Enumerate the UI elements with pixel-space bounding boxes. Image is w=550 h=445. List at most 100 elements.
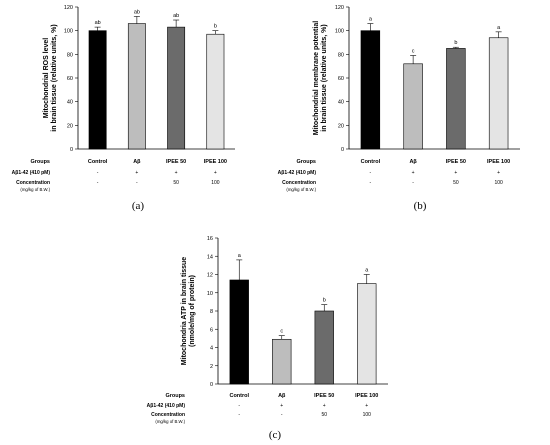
abeta-value: + (365, 403, 368, 409)
category-label: Aβ (278, 393, 286, 399)
abeta-value: - (97, 170, 99, 176)
y-axis-title-line1: Mitochondrial membrane potential (313, 21, 320, 135)
concentration-value: - (412, 180, 414, 186)
abeta-value: + (214, 170, 217, 176)
concentration-value: - (238, 412, 240, 418)
y-tick-label: 20 (67, 123, 73, 129)
y-tick-label: 40 (338, 100, 344, 106)
bar-2 (403, 63, 423, 150)
concentration-value: 50 (321, 412, 327, 418)
abeta-value: + (280, 403, 283, 409)
y-axis-title-line1: Mitochondria ATP in brain tissue (181, 257, 188, 365)
y-tick-label: 40 (67, 100, 73, 106)
significance-letter: c (412, 49, 415, 55)
bar-4 (488, 37, 509, 150)
abeta-value: + (135, 170, 138, 176)
panel-label: (c) (269, 429, 282, 441)
y-tick-label: 12 (207, 273, 213, 279)
significance-letter: a (497, 25, 501, 31)
significance-letter: b (214, 24, 217, 30)
concentration-unit-label: (mg/kg of B.W.) (286, 187, 316, 192)
y-tick-label: 14 (207, 254, 213, 260)
y-tick-label: 4 (210, 346, 213, 352)
category-label: Aβ (133, 159, 141, 165)
concentration-value: 50 (173, 180, 179, 186)
y-tick-label: 80 (67, 52, 73, 58)
category-label: IPEE 50 (166, 159, 186, 165)
panel-label: (a) (132, 200, 145, 212)
y-tick-label: 16 (207, 236, 213, 242)
category-label: Control (88, 159, 108, 165)
concentration-row-label: Concentration (151, 412, 185, 418)
concentration-value: 100 (494, 180, 503, 186)
y-tick-label: 2 (210, 364, 213, 370)
concentration-value: - (370, 180, 372, 186)
significance-letter: c (280, 329, 283, 335)
abeta-value: + (175, 170, 178, 176)
category-label: Aβ (409, 159, 417, 165)
significance-letter: b (323, 298, 326, 304)
concentration-value: - (97, 180, 99, 186)
chart-panel-a: 0 20 40 60 80 100 120 Mitochondrial ROS level in… (12, 5, 235, 212)
abeta-value: + (412, 170, 415, 176)
y-tick-label: 60 (338, 76, 344, 82)
chart-panel-c: 0 2 4 6 8 10 12 14 16 Mitochondria ATP in brain t… (147, 236, 388, 441)
y-tick-label: 20 (338, 123, 344, 129)
groups-row-label: Groups (165, 393, 185, 399)
y-axis-title-line2: in brain tissue (relative units, %) (321, 24, 328, 131)
bar-1 (229, 279, 249, 385)
bar-4 (206, 33, 225, 150)
y-tick-label: 0 (210, 382, 213, 388)
concentration-row-label: Concentration (16, 180, 50, 186)
bar-4 (357, 283, 377, 385)
concentration-value: - (281, 412, 283, 418)
significance-letter: b (454, 40, 457, 46)
y-axis-title-line2: in brain tissue (relative units, %) (51, 24, 58, 131)
y-tick-label: 100 (64, 29, 73, 35)
groups-row-label: Groups (296, 159, 316, 165)
concentration-row-label: Concentration (282, 180, 316, 186)
y-tick-label: 0 (70, 147, 73, 153)
y-tick-label: 80 (338, 52, 344, 58)
bar-2 (272, 338, 292, 385)
abeta-value: + (323, 403, 326, 409)
concentration-unit-label: (mg/kg of B.W.) (20, 187, 50, 192)
y-tick-label: 60 (67, 76, 73, 82)
y-tick-label: 120 (335, 5, 344, 11)
category-label: IPEE 100 (355, 393, 378, 399)
bar-3 (167, 26, 186, 150)
bar-1 (360, 30, 381, 150)
y-tick-label: 120 (64, 5, 73, 11)
category-label: Control (361, 159, 381, 165)
y-tick-label: 100 (335, 29, 344, 35)
panel-label: (b) (414, 200, 427, 212)
category-label: IPEE 50 (446, 159, 466, 165)
bar-3 (446, 48, 466, 150)
abeta-row-label: Aβ1-42 (410 pM) (12, 170, 51, 176)
concentration-value: 50 (453, 180, 459, 186)
y-tick-label: 8 (210, 309, 213, 315)
category-label: IPEE 100 (487, 159, 510, 165)
y-tick-label: 6 (210, 327, 213, 333)
abeta-value: + (454, 170, 457, 176)
y-axis-title-line2: (nmole/mg of protein) (189, 275, 196, 347)
category-label: IPEE 50 (314, 393, 334, 399)
abeta-value: + (497, 170, 500, 176)
y-tick-label: 10 (207, 291, 213, 297)
bar-2 (127, 23, 146, 150)
concentration-value: - (136, 180, 138, 186)
chart-panel-b: 0 20 40 60 80 100 120 Mitochondrial membrane po… (278, 5, 520, 212)
significance-letter: ab (173, 13, 179, 19)
significance-letter: ab (95, 20, 101, 26)
significance-letter: a (365, 268, 369, 274)
abeta-row-label: Aβ1-42 (410 pM) (278, 170, 317, 176)
bar-1 (88, 30, 107, 150)
bar-3 (314, 310, 334, 385)
y-axis-title-line1: Mitochondrial ROS level (43, 38, 50, 119)
abeta-value: - (238, 403, 240, 409)
concentration-value: 100 (211, 180, 220, 186)
abeta-row-label: Aβ1-42 (410 pM) (147, 403, 186, 409)
category-label: Control (229, 393, 249, 399)
y-tick-label: 0 (341, 147, 344, 153)
